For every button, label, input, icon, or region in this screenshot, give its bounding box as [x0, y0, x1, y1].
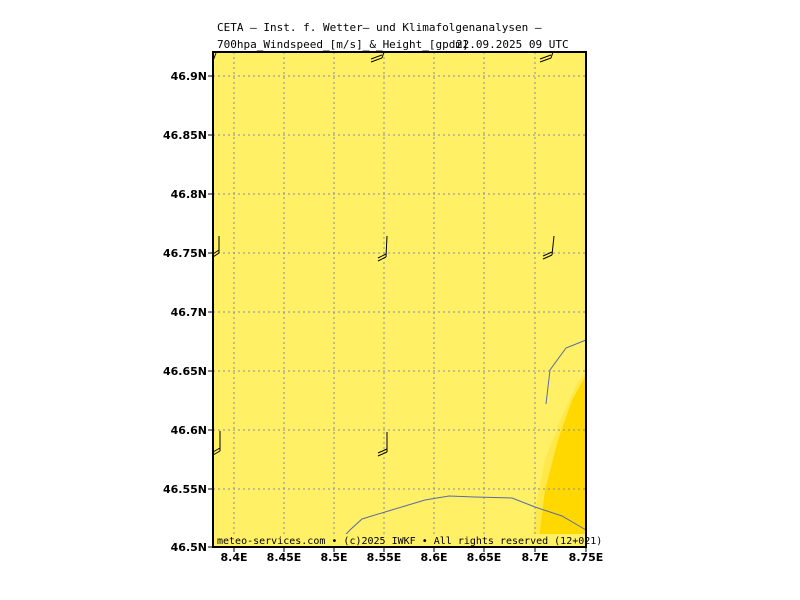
lat-label: 46.75N: [163, 247, 207, 260]
lat-label: 46.8N: [171, 188, 207, 201]
map-valid-time: 22.09.2025 09 UTC: [456, 38, 569, 51]
map-background: [213, 52, 586, 547]
lon-label: 8.5E: [320, 551, 347, 564]
lat-label: 46.6N: [171, 424, 207, 437]
lon-label: 8.75E: [569, 551, 604, 564]
wind-barb: [212, 431, 221, 456]
map-title: CETA — Inst. f. Wetter— und Klimafolgena…: [217, 21, 542, 34]
wind-barb: [377, 432, 388, 457]
credit-strip: [214, 534, 585, 546]
wind-barb: [377, 235, 388, 262]
lon-label: 8.4E: [220, 551, 247, 564]
lat-label: 46.7N: [171, 306, 207, 319]
lon-label: 8.7E: [521, 551, 548, 564]
map-frame: [212, 51, 587, 548]
coastline: [545, 339, 587, 405]
lat-label: 46.65N: [163, 365, 207, 378]
wind-speed-zone-high: [538, 375, 586, 547]
lon-label: 8.65E: [467, 551, 502, 564]
lat-label: 46.85N: [163, 129, 207, 142]
wind-barb: [542, 235, 555, 260]
map-subtitle: 700hpa_Windspeed_[m/s]_&_Height_[gpdm]: [217, 38, 469, 51]
lon-label: 8.55E: [367, 551, 402, 564]
axis-ticks: [208, 75, 587, 552]
map-title-block: CETA — Inst. f. Wetter— und Klimafolgena…: [213, 18, 586, 52]
lon-label: 8.45E: [267, 551, 302, 564]
lat-label: 46.5N: [171, 541, 207, 554]
lat-label: 46.9N: [171, 70, 207, 83]
credit-text: meteo-services.com • (c)2025 IWKF • All …: [217, 536, 602, 547]
lon-label: 8.6E: [420, 551, 447, 564]
coastline: [333, 495, 587, 548]
map-gridlines: [213, 52, 586, 547]
lat-label: 46.55N: [163, 483, 207, 496]
